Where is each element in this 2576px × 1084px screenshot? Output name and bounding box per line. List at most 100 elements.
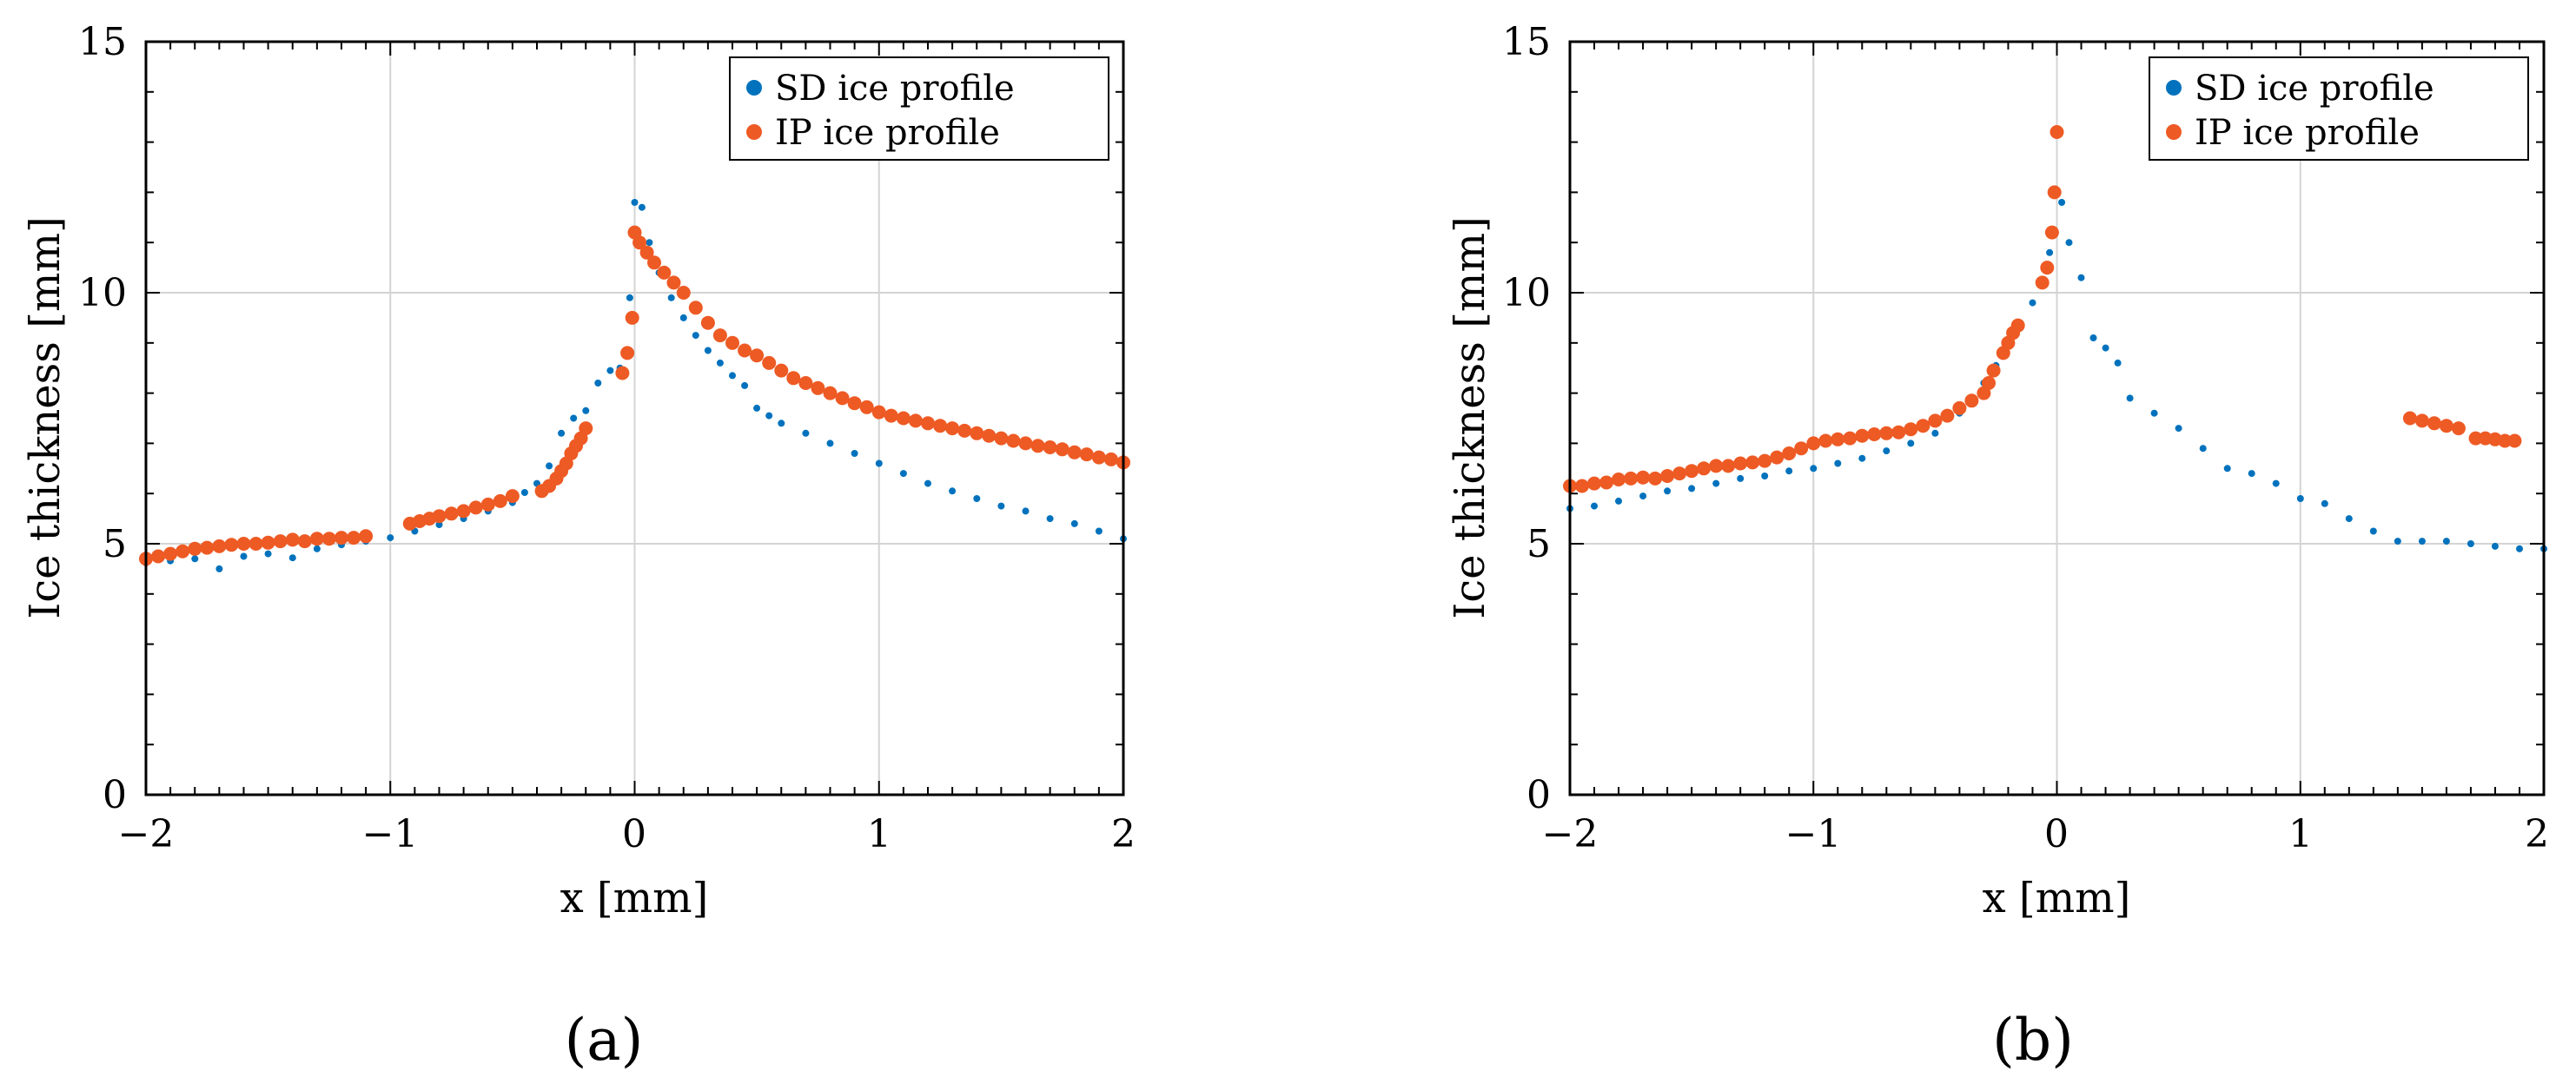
sd-data-point	[875, 459, 883, 467]
ip-data-point	[859, 400, 874, 414]
sd-data-point	[2114, 359, 2122, 367]
ip-data-point	[1648, 471, 1663, 486]
ip-data-point	[456, 504, 471, 519]
ip-data-point	[1697, 461, 1712, 476]
ip-data-point	[1612, 473, 1626, 486]
sd-data-point	[741, 381, 749, 389]
legend-box	[2149, 56, 2529, 161]
sd-data-point	[802, 429, 810, 437]
ip-data-point	[1006, 433, 1021, 448]
ip-data-point	[762, 355, 777, 370]
ip-data-point	[970, 426, 984, 440]
ip-data-point	[1103, 452, 1118, 466]
sd-data-point	[826, 440, 834, 447]
ip-data-point	[1575, 479, 1589, 493]
ip-data-point	[884, 408, 898, 423]
ip-data-point	[163, 546, 178, 561]
ip-data-point	[823, 386, 838, 400]
x-tick-label: 0	[622, 812, 646, 856]
ip-data-point	[468, 500, 483, 515]
sd-data-point	[1883, 447, 1891, 455]
ip-data-point	[945, 421, 960, 436]
y-tick-label: 10	[1502, 271, 1551, 315]
sd-data-point	[594, 380, 602, 387]
y-tick-label: 10	[78, 271, 127, 315]
y-tick-label: 5	[103, 522, 127, 566]
sd-data-point	[1858, 454, 1866, 462]
ip-data-point	[871, 405, 886, 420]
sd-data-point	[638, 203, 646, 211]
ip-data-point	[2040, 261, 2055, 275]
y-tick-label: 15	[78, 20, 127, 64]
x-axis-label: x [mm]	[1983, 874, 2131, 922]
sd-data-point	[2065, 239, 2073, 247]
ip-data-point	[1831, 432, 1845, 446]
sd-data-point	[2223, 465, 2231, 473]
sd-data-point	[2077, 274, 2085, 281]
ip-data-point	[647, 255, 661, 270]
sd-data-point	[240, 552, 248, 560]
panel-caption: (b)	[1992, 1007, 2074, 1074]
y-tick-labels: 0 5 10 15	[78, 20, 127, 817]
ip-data-point	[1660, 469, 1675, 483]
ip-data-point	[151, 549, 166, 564]
ip-data-point	[2050, 125, 2064, 139]
ip-data-point	[798, 376, 813, 390]
sd-data-point	[1070, 519, 1078, 527]
ip-data-point	[896, 411, 911, 426]
legend-label-sd: SD ice profile	[2195, 69, 2434, 109]
ip-data-point	[2402, 411, 2417, 426]
ip-data-point	[1982, 376, 1996, 390]
legend-box	[729, 56, 1109, 161]
sd-data-point	[924, 479, 931, 487]
ip-data-point	[1733, 456, 1748, 471]
ip-data-point	[444, 506, 459, 521]
sd-data-point	[716, 359, 724, 367]
legend: SD ice profile IP ice profile	[729, 56, 1109, 161]
ip-data-point	[1843, 431, 1858, 446]
ip-data-point	[982, 428, 997, 443]
ip-data-point	[625, 310, 639, 325]
sd-data-point	[1810, 465, 1818, 473]
ip-data-point	[1030, 439, 1045, 453]
sd-data-point	[2321, 499, 2328, 507]
ip-data-point	[1091, 450, 1106, 465]
ip-data-point	[1672, 466, 1687, 481]
sd-data-point	[558, 429, 566, 437]
ip-data-point	[1745, 455, 1760, 470]
sd-data-point	[765, 412, 773, 420]
x-tick-label: 1	[867, 812, 891, 856]
sd-data-point	[2418, 538, 2426, 545]
ip-data-point	[1916, 419, 1930, 433]
ip-data-point	[725, 335, 739, 350]
y-tick-label: 15	[1502, 20, 1551, 64]
ip-data-point	[493, 493, 507, 508]
sd-data-point	[387, 534, 394, 542]
ip-data-point	[632, 235, 647, 250]
ip-data-point	[224, 538, 239, 552]
y-tick-labels: 0 5 10 15	[1502, 20, 1551, 817]
ip-data-point	[666, 275, 681, 290]
sd-data-point	[626, 294, 633, 301]
ip-data-point	[1685, 464, 1699, 479]
ip-data-point	[688, 301, 703, 315]
sd-data-point	[1591, 502, 1598, 510]
ip-data-point	[347, 531, 361, 545]
sd-data-point	[778, 420, 785, 427]
sd-data-point	[1046, 515, 1054, 523]
ip-data-point	[1867, 427, 1882, 441]
ip-data-point	[738, 343, 752, 358]
sd-data-point	[899, 470, 907, 478]
sd-data-point	[851, 450, 858, 457]
panel-caption: (a)	[565, 1007, 644, 1074]
sd-data-point	[729, 372, 736, 380]
ip-data-point	[248, 537, 263, 551]
ip-data-point	[957, 423, 972, 438]
legend-label-sd: SD ice profile	[775, 69, 1015, 109]
legend-marker-sd	[746, 80, 762, 96]
x-tick-labels: −2 −1 0 1 2	[1542, 812, 2549, 856]
sd-data-point	[2442, 538, 2450, 545]
sd-data-point	[2491, 542, 2499, 550]
sd-data-point	[1022, 507, 1030, 515]
sd-data-point	[2345, 515, 2353, 523]
